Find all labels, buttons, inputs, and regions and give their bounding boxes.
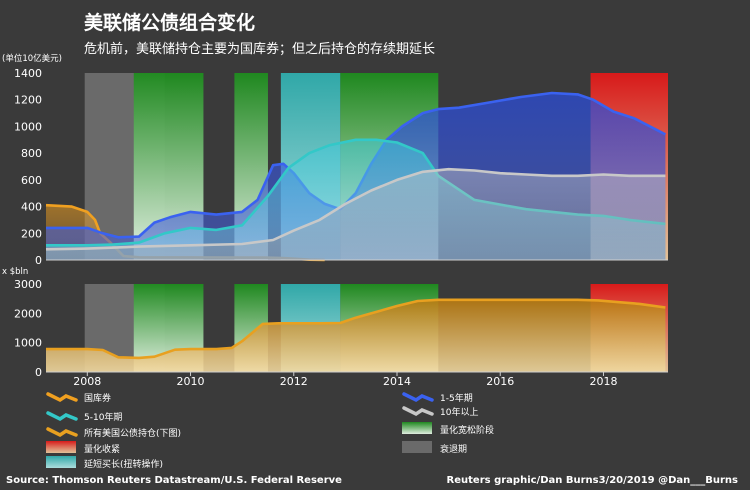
legend-item-recession: 衰退期	[402, 441, 467, 455]
legend-swatch-y1_5	[402, 392, 434, 403]
bottom-ytick-label: 1000	[14, 337, 42, 350]
credit-note: Reuters graphic/Dan Burns3/20/2019 @Dan_…	[446, 475, 738, 486]
legend-swatch-qe	[402, 422, 432, 434]
top-ytick-label: 400	[21, 201, 42, 214]
top-ytick-label: 1400	[14, 67, 42, 80]
bottom-total-line	[46, 298, 666, 360]
legend-swatch-y10plus	[402, 406, 434, 417]
xtick-label: 2008	[73, 375, 101, 388]
bottom-ylabel: x $bln	[2, 267, 28, 277]
xtick-label: 2010	[177, 375, 205, 388]
legend-label-y1_5: 1-5年期	[440, 392, 473, 404]
legend-swatch-twist	[46, 456, 76, 468]
top-ytick-label: 1200	[14, 94, 42, 107]
top-ytick-label: 200	[21, 227, 42, 240]
legend-swatch-total	[46, 427, 78, 438]
bottom-ytick-label: 3000	[14, 278, 42, 291]
legend-swatch-y5_10	[46, 411, 78, 422]
legend-label-y10plus: 10年以上	[440, 406, 478, 418]
xtick-label: 2016	[486, 375, 514, 388]
legend-label-twist: 延短买长(扭转操作)	[84, 458, 163, 470]
legend-item-twist: 延短买长(扭转操作)	[46, 456, 163, 470]
top-ytick-label: 0	[35, 254, 42, 267]
top-ytick-label: 800	[21, 147, 42, 160]
legend-label-total: 所有美国公债持仓(下图)	[84, 427, 181, 439]
top-ytick-label: 1000	[14, 120, 42, 133]
chart-title: 美联储公债组合变化	[84, 12, 256, 34]
top-panel: 0 200 400 600 800 1000 1200 1400 (单位10亿美元)	[2, 53, 668, 267]
top-ytick-label: 600	[21, 174, 42, 187]
x-axis: 2008 2010 2012 2014 2016 2018	[73, 372, 617, 388]
bottom-total-area	[46, 299, 666, 372]
bottom-ytick-label: 2000	[14, 307, 42, 320]
legend-swatch-qt	[46, 441, 76, 453]
top-y10plus-line	[45, 167, 666, 251]
legend-label-bills: 国库券	[84, 392, 111, 404]
legend-swatch-recession	[402, 441, 432, 453]
xtick-label: 2018	[589, 375, 617, 388]
top-ylabel: (单位10亿美元)	[2, 53, 62, 64]
legend-label-y5_10: 5-10年期	[84, 411, 122, 423]
bottom-ytick-label: 0	[35, 366, 42, 379]
legend-item-bills: 国库券	[46, 392, 111, 404]
legend-label-qe: 量化宽松阶段	[440, 424, 494, 436]
legend-item-total: 所有美国公债持仓(下图)	[46, 427, 181, 439]
legend-item-y10plus: 10年以上	[402, 406, 478, 418]
legend-item-y1_5: 1-5年期	[402, 392, 473, 404]
top-y10plus-area	[46, 169, 666, 260]
legend-swatch-bills	[46, 392, 78, 403]
legend-item-y5_10: 5-10年期	[46, 411, 122, 423]
legend-item-qe: 量化宽松阶段	[402, 422, 494, 436]
xtick-label: 2012	[280, 375, 308, 388]
chart-subtitle: 危机前，美联储持仓主要为国库券；但之后持仓的存续期延长	[84, 42, 436, 57]
legend-label-qt: 量化收紧	[84, 443, 120, 455]
source-note: Source: Thomson Reuters Datastream/U.S. …	[6, 475, 342, 486]
legend-item-qt: 量化收紧	[46, 441, 120, 455]
legend-label-recession: 衰退期	[440, 443, 467, 455]
xtick-label: 2014	[383, 375, 411, 388]
